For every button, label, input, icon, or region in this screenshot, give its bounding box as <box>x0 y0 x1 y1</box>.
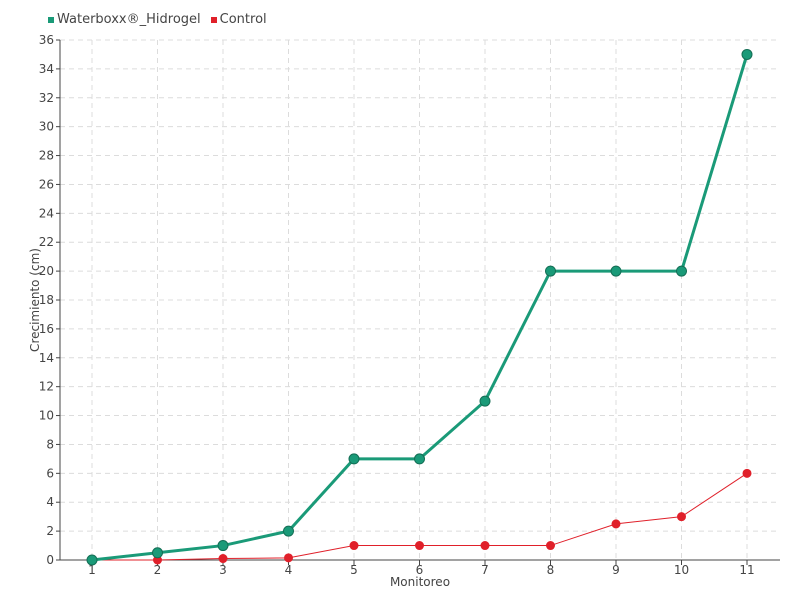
data-point-waterboxx[interactable] <box>479 395 491 407</box>
y-tick-label: 8 <box>46 437 54 451</box>
y-tick-label: 34 <box>39 62 54 76</box>
data-point-control[interactable] <box>742 468 752 478</box>
x-tick-label: 1 <box>88 563 96 577</box>
x-tick-label: 8 <box>547 563 555 577</box>
data-point-waterboxx[interactable] <box>348 453 360 465</box>
data-point-control[interactable] <box>546 541 555 551</box>
y-tick-label: 18 <box>39 293 54 307</box>
series-layer <box>86 48 753 566</box>
x-tick-label: 5 <box>350 563 358 577</box>
data-point-control[interactable] <box>677 512 686 522</box>
y-tick-label: 16 <box>39 322 54 336</box>
data-point-control[interactable] <box>415 541 424 551</box>
data-point-waterboxx[interactable] <box>217 540 229 552</box>
data-point-control[interactable] <box>611 519 621 529</box>
y-tick-label: 10 <box>39 409 54 423</box>
legend-swatch-waterboxx <box>48 16 54 23</box>
grid <box>60 39 780 560</box>
data-point-waterboxx[interactable] <box>741 48 753 60</box>
y-tick-label: 22 <box>39 235 54 249</box>
y-tick-label: 14 <box>39 351 54 365</box>
y-tick-label: 6 <box>46 466 54 480</box>
data-point-waterboxx[interactable] <box>283 525 294 537</box>
legend: Waterboxx®_Hidrogel Control <box>48 12 267 27</box>
y-tick-label: 24 <box>39 206 54 220</box>
y-tick-label: 20 <box>39 264 54 278</box>
y-tick-label: 36 <box>39 33 54 47</box>
legend-swatch-control <box>210 16 217 23</box>
x-tick-label: 6 <box>416 563 424 577</box>
x-tick-label: 2 <box>154 563 162 577</box>
data-point-waterboxx[interactable] <box>676 265 687 277</box>
legend-label-waterboxx: Waterboxx®_Hidrogel <box>57 12 201 27</box>
x-axis-label: Monitoreo <box>390 575 450 589</box>
y-tick-label: 28 <box>39 149 54 163</box>
legend-label-control: Control <box>219 12 267 27</box>
y-tick-label: 4 <box>46 495 54 509</box>
x-tick-label: 4 <box>285 563 293 577</box>
y-tick-label: 32 <box>39 91 54 105</box>
x-tick-label: 3 <box>219 563 227 577</box>
y-tick-label: 2 <box>46 524 54 538</box>
x-tick-label: 7 <box>481 563 489 577</box>
data-point-control[interactable] <box>284 553 293 563</box>
data-point-waterboxx[interactable] <box>545 265 556 277</box>
data-point-waterboxx[interactable] <box>610 265 622 277</box>
x-tick-label: 10 <box>674 563 689 577</box>
data-point-control[interactable] <box>349 541 359 551</box>
x-tick-label: 11 <box>739 563 754 577</box>
y-axis-label: Crecimiento (cm) <box>28 248 42 352</box>
x-tick-label: 9 <box>612 563 620 577</box>
data-point-waterboxx[interactable] <box>86 554 98 566</box>
y-tick-label: 26 <box>39 177 54 191</box>
y-tick-label: 12 <box>39 380 54 394</box>
data-point-control[interactable] <box>218 554 228 564</box>
data-point-control[interactable] <box>480 541 490 551</box>
legend-item-waterboxx[interactable]: Waterboxx®_Hidrogel <box>48 12 201 27</box>
data-point-waterboxx[interactable] <box>152 547 163 559</box>
y-tick-label: 0 <box>46 553 54 567</box>
legend-item-control[interactable]: Control <box>210 12 267 27</box>
data-point-waterboxx[interactable] <box>414 453 425 465</box>
y-tick-label: 30 <box>39 120 54 134</box>
